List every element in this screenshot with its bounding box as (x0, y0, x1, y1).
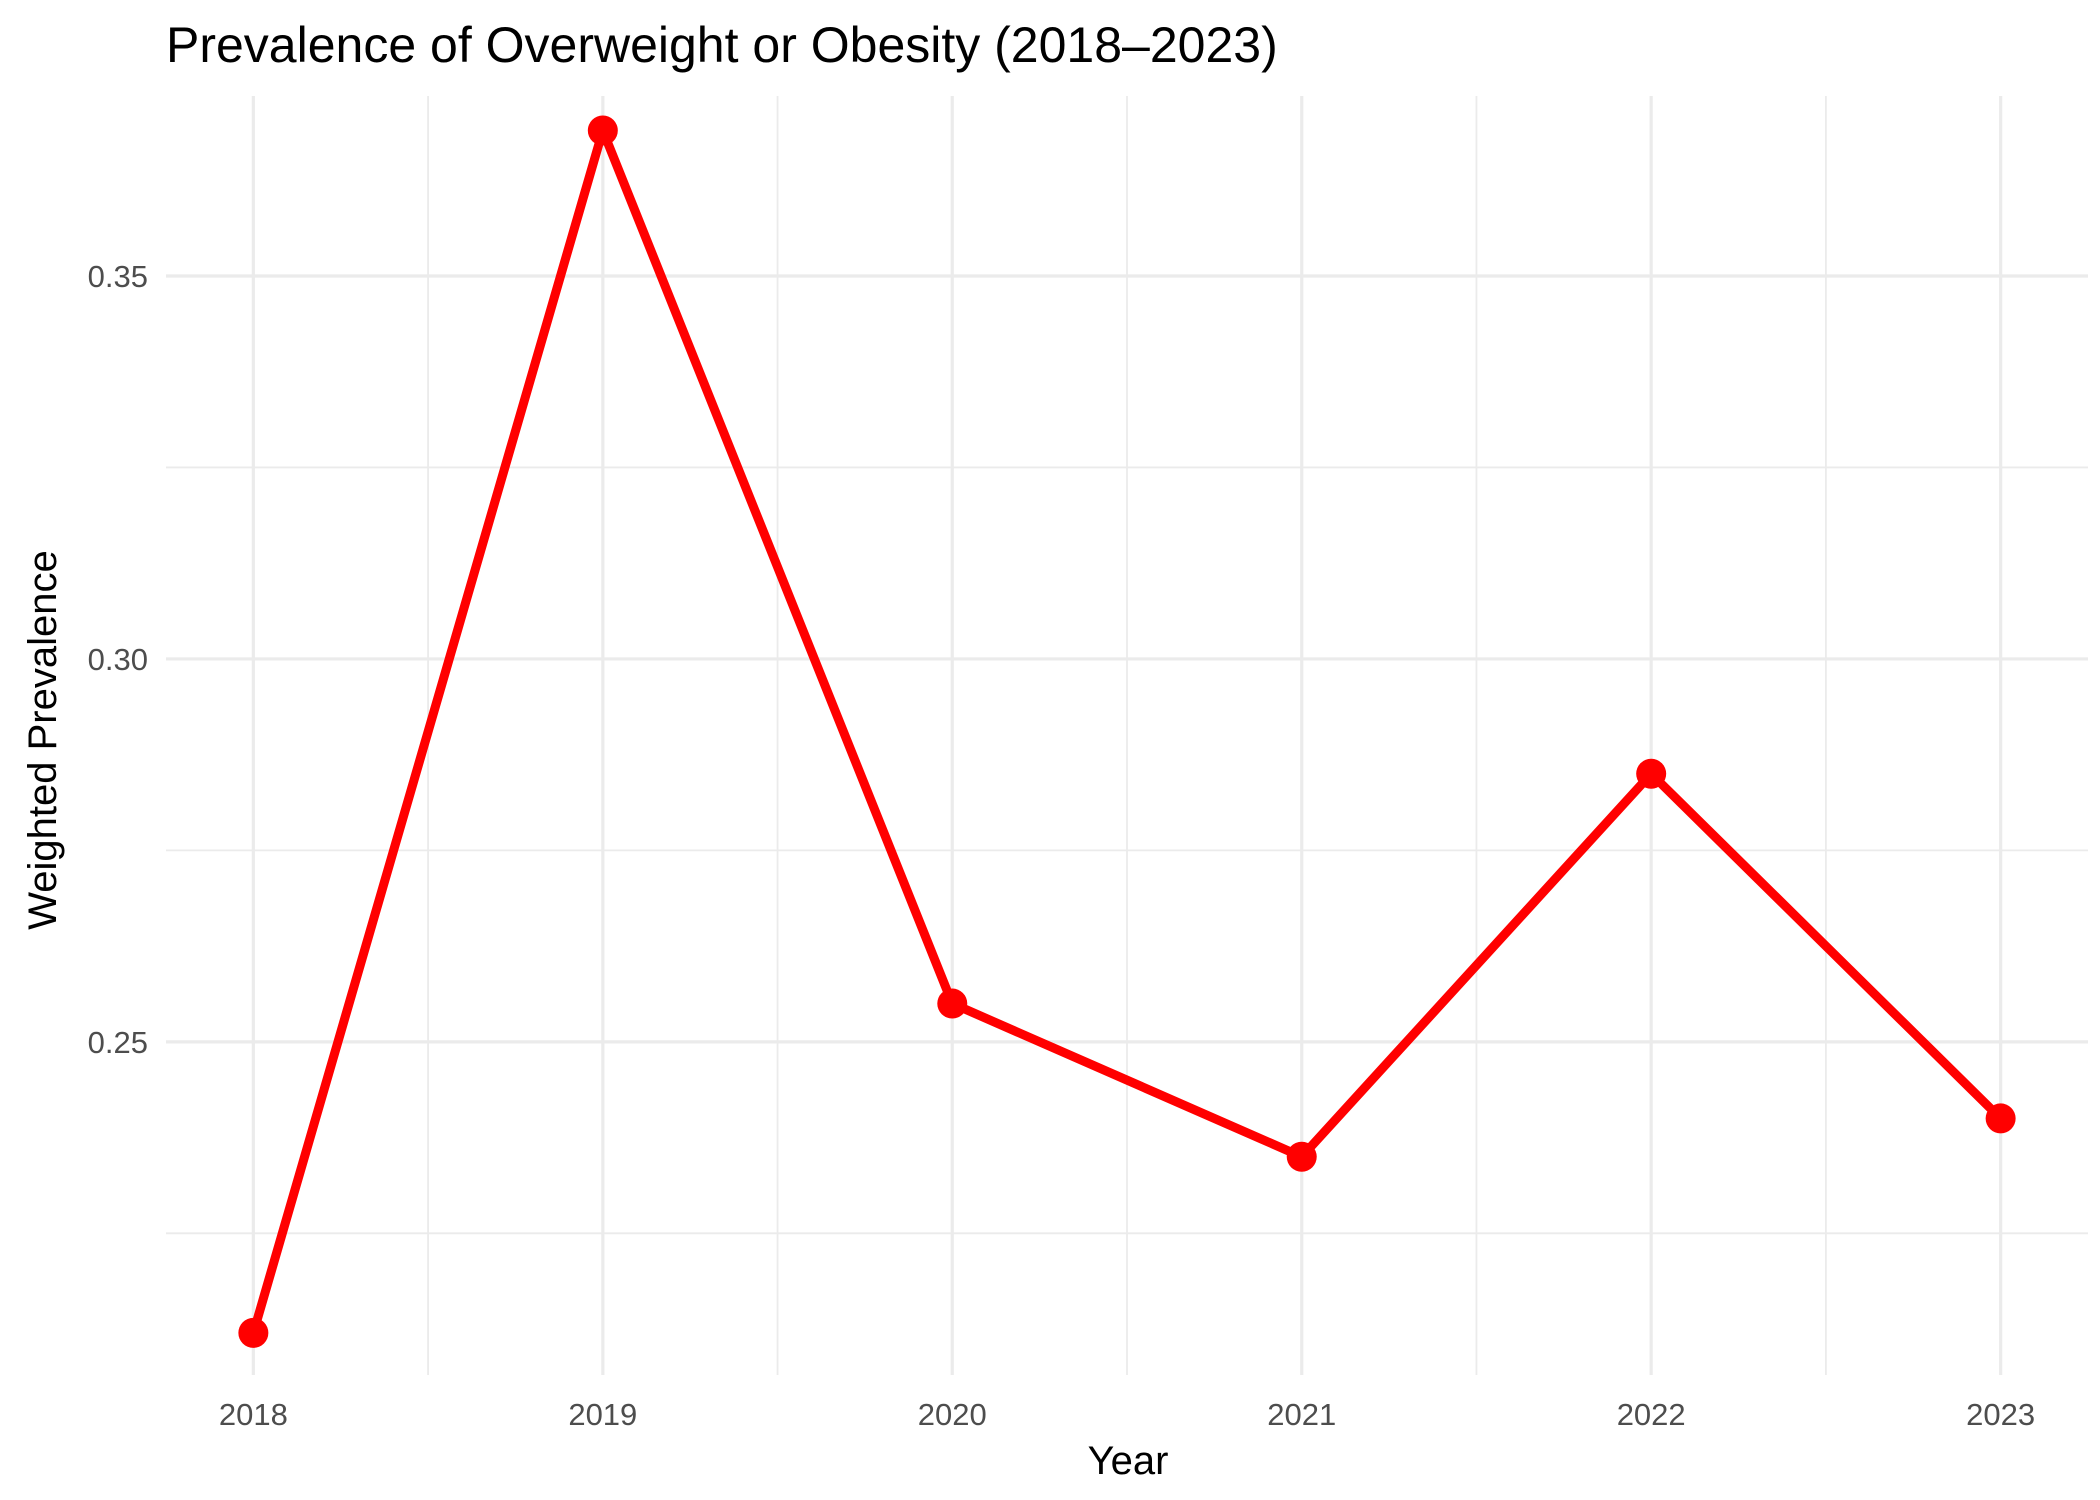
data-point (937, 988, 968, 1019)
x-tick-label: 2019 (568, 1397, 637, 1432)
x-tick-label: 2022 (1617, 1397, 1686, 1432)
y-axis-ticks: 0.25 0.30 0.35 (88, 259, 148, 1060)
series-line (248, 125, 2006, 1338)
data-point (1985, 1103, 2016, 1134)
chart-title: Prevalence of Overweight or Obesity (201… (166, 17, 1278, 73)
y-tick-label: 0.25 (88, 1025, 148, 1060)
y-tick-label: 0.35 (88, 259, 148, 294)
y-tick-label: 0.30 (88, 642, 148, 677)
y-axis-title: Weighted Prevalence (21, 550, 65, 930)
data-point (1286, 1141, 1317, 1172)
data-point (587, 115, 618, 146)
data-point (238, 1317, 269, 1348)
x-axis-ticks: 2018 2019 2020 2021 2022 2023 (219, 1397, 2035, 1432)
x-tick-label: 2021 (1267, 1397, 1336, 1432)
series-layer (238, 115, 2016, 1348)
x-tick-label: 2020 (918, 1397, 987, 1432)
data-point (1636, 758, 1667, 789)
x-axis-title: Year (1088, 1439, 1169, 1483)
major-gridlines (166, 96, 2088, 1375)
x-tick-label: 2023 (1966, 1397, 2035, 1432)
x-tick-label: 2018 (219, 1397, 288, 1432)
minor-gridlines (166, 96, 2088, 1375)
